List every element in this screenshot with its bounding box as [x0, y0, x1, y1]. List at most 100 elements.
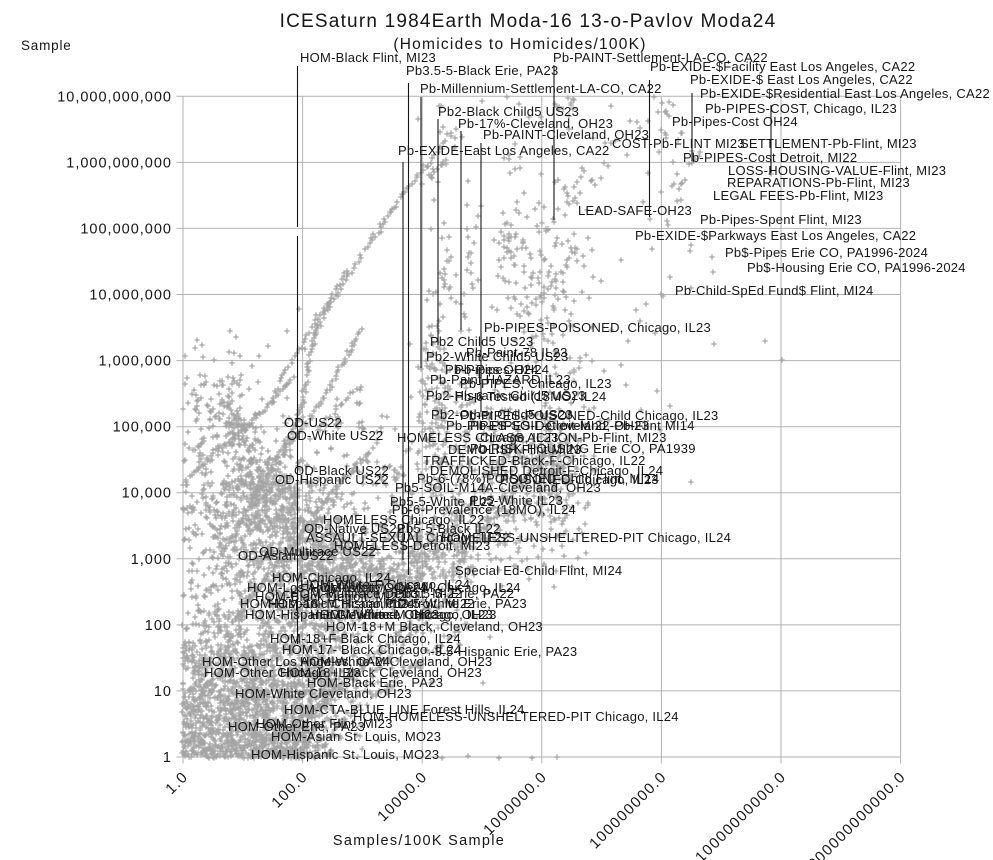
- svg-text:HOM-Other Los Angeles, CA24: HOM-Other Los Angeles, CA24: [202, 654, 390, 669]
- svg-text:COST-Pb-FLINT MI23: COST-Pb-FLINT MI23: [612, 136, 745, 151]
- svg-text:Pb-Pipes-Cost OH24: Pb-Pipes-Cost OH24: [672, 114, 798, 129]
- svg-text:HOM-Other Chicago, IL23: HOM-Other Chicago, IL23: [204, 665, 361, 680]
- svg-text:HOMELESS-Detroit, MI23: HOMELESS-Detroit, MI23: [334, 538, 491, 553]
- svg-text:Pb$-Pipes Erie CO, PA1996-2024: Pb$-Pipes Erie CO, PA1996-2024: [725, 245, 928, 260]
- svg-text:DEMOLISH Flint MI23: DEMOLISH Flint MI23: [448, 442, 581, 457]
- svg-text:Pb-PAINT-Settlement-LA-CO, CA2: Pb-PAINT-Settlement-LA-CO, CA22: [553, 50, 768, 65]
- svg-text:Pb3.5-White Erie, PA23: Pb3.5-White Erie, PA23: [385, 596, 527, 611]
- svg-text:HOM-CTA-BLUE LINE Forest Hills: HOM-CTA-BLUE LINE Forest Hills, IL24: [284, 702, 525, 717]
- svg-text:HOM-Black Erie, PA23: HOM-Black Erie, PA23: [307, 675, 443, 690]
- svg-text:OD-Hispanic US22: OD-Hispanic US22: [275, 472, 389, 487]
- svg-text:HOMELESS-UNSHELTERED-PIT Chica: HOMELESS-UNSHELTERED-PIT Chicago, IL24: [441, 530, 731, 545]
- svg-text:-3.5-Hispanic Erie, PA23: -3.5-Hispanic Erie, PA23: [430, 644, 577, 659]
- svg-text:SETTLEMENT-Pb-Flint, MI23: SETTLEMENT-Pb-Flint, MI23: [740, 136, 917, 151]
- svg-text:POISONED-Chicago, IL23: POISONED-Chicago, IL23: [500, 472, 659, 487]
- svg-text:Pb-6 Tested (18MO) IL24: Pb-6 Tested (18MO) IL24: [455, 389, 606, 404]
- svg-text:REPARATIONS-Pb-Flint, MI23: REPARATIONS-Pb-Flint, MI23: [727, 175, 910, 190]
- svg-text:Pb-PIPES-Detroit-MI22-Pb-Flint: Pb-PIPES-Detroit-MI22-Pb-Flint MI14: [470, 418, 695, 433]
- svg-text:HOM-Black Flint, MI23: HOM-Black Flint, MI23: [300, 50, 436, 65]
- svg-text:10,000,000,000: 10,000,000,000: [57, 89, 172, 105]
- svg-text:Pb-Paint HAZARD IL23: Pb-Paint HAZARD IL23: [430, 372, 571, 387]
- svg-text:Pb5-5-White IL22: Pb5-5-White IL22: [390, 494, 495, 509]
- svg-text:Pb$-Housing Erie CO, PA1996-20: Pb$-Housing Erie CO, PA1996-2024: [747, 260, 966, 275]
- svg-text:Pb-RISK-HOUSING Erie CO, PA193: Pb-RISK-HOUSING Erie CO, PA1939: [470, 441, 696, 456]
- svg-text:Pb5-White IL23: Pb5-White IL23: [470, 493, 563, 508]
- svg-text:Sample: Sample: [21, 38, 72, 53]
- svg-text:HOMELESS Chicago, IL23: HOMELESS Chicago, IL23: [397, 430, 559, 445]
- svg-text:Pb2-Black Child5 US23: Pb2-Black Child5 US23: [438, 104, 579, 119]
- svg-text:OD-Multirace US22: OD-Multirace US22: [259, 544, 376, 559]
- svg-text:10: 10: [154, 684, 172, 700]
- svg-text:HOM-18+ Black Cleveland, OH23: HOM-18+ Black Cleveland, OH23: [280, 665, 482, 680]
- svg-text:Pb2 Child5 US23: Pb2 Child5 US23: [430, 334, 533, 349]
- svg-text:Pb-Millennium-Settlement-LA-CO: Pb-Millennium-Settlement-LA-CO, CA22: [420, 81, 662, 96]
- svg-text:HOM-17- Black Chicago, IL24: HOM-17- Black Chicago, IL24: [282, 642, 461, 657]
- svg-text:Pb-EXIDE-East Los Angeles, CA2: Pb-EXIDE-East Los Angeles, CA22: [398, 143, 610, 158]
- svg-text:Pb-EXIDE-$Facility East Los An: Pb-EXIDE-$Facility East Los Angeles, CA2…: [650, 59, 915, 74]
- svg-text:Pb-PIPES-COST, Chicago, IL23: Pb-PIPES-COST, Chicago, IL23: [705, 101, 897, 116]
- svg-text:Pb-Pipes-OH24: Pb-Pipes-OH24: [455, 362, 549, 377]
- svg-text:Pb-PIPES-Cost Detroit, MI22: Pb-PIPES-Cost Detroit, MI22: [683, 150, 857, 165]
- svg-text:Special Ed-Child Flint, MI24: Special Ed-Child Flint, MI24: [455, 563, 622, 578]
- svg-text:HOM-Hispanic Chicago, IL24: HOM-Hispanic Chicago, IL24: [240, 596, 415, 611]
- svg-text:LEAD-SAFE-OH23: LEAD-SAFE-OH23: [578, 203, 692, 218]
- svg-text:Pb2-Other Child5 US23: Pb2-Other Child5 US23: [431, 407, 573, 422]
- svg-text:10,000,000: 10,000,000: [89, 288, 172, 304]
- svg-text:HOM-White/Other-M Chicago, IL2: HOM-White/Other-M Chicago, IL24: [310, 580, 521, 595]
- svg-text:Pb-Pipes-Spent Flint, MI23: Pb-Pipes-Spent Flint, MI23: [700, 212, 862, 227]
- svg-text:HOM-Other Erie, PA23: HOM-Other Erie, PA23: [228, 719, 365, 734]
- svg-text:HOM-HOMELESS-UNSHELTERED-PIT C: HOM-HOMELESS-UNSHELTERED-PIT Chicago, IL…: [353, 709, 679, 724]
- svg-text:Pb2-Hispanic Child5 US23: Pb2-Hispanic Child5 US23: [426, 388, 586, 403]
- svg-text:Pb5-5-Black IL22: Pb5-5-Black IL22: [397, 521, 501, 536]
- svg-text:Pb-PIPES-POISONED, Chicago, IL: Pb-PIPES-POISONED, Chicago, IL23: [484, 320, 711, 335]
- svg-text:(Homicides to Homicides/100K): (Homicides to Homicides/100K): [393, 36, 646, 53]
- svg-text:HOM-Asian St. Louis, MO23: HOM-Asian St. Louis, MO23: [271, 729, 441, 744]
- svg-text:Pb-PIPES, Chicago, IL23: Pb-PIPES, Chicago, IL23: [460, 376, 612, 391]
- svg-text:10,000: 10,000: [122, 486, 172, 502]
- svg-text:HOM-Hispanic Cleveland, OH23: HOM-Hispanic Cleveland, OH23: [245, 607, 439, 622]
- svg-text:Pb-PIPES-SOIL-Cleveland, OH23: Pb-PIPES-SOIL-Cleveland, OH23: [446, 418, 649, 433]
- svg-text:HOMELESS Chicago, IL22: HOMELESS Chicago, IL22: [323, 512, 485, 527]
- svg-text:LEGAL FEES-Pb-Flint, MI23: LEGAL FEES-Pb-Flint, MI23: [713, 188, 884, 203]
- svg-text:HOM-Black Detroit, MI22: HOM-Black Detroit, MI22: [255, 589, 405, 604]
- svg-text:LOSS-HOUSING-VALUE-Flint, MI23: LOSS-HOUSING-VALUE-Flint, MI23: [728, 163, 946, 178]
- svg-text:HOM-18+M Black, Cleveland, OH2: HOM-18+M Black, Cleveland, OH23: [326, 619, 543, 634]
- svg-text:OD-Black US22: OD-Black US22: [294, 463, 389, 478]
- svg-text:1,000,000: 1,000,000: [98, 354, 172, 370]
- svg-text:1: 1: [163, 750, 172, 766]
- svg-text:Pb-PAINT-Cleveland, OH23: Pb-PAINT-Cleveland, OH23: [483, 127, 649, 142]
- svg-text:1,000,000,000: 1,000,000,000: [66, 155, 172, 171]
- svg-text:HOM-Multirace Detroit, MI22: HOM-Multirace Detroit, MI22: [290, 586, 462, 601]
- svg-text:HOM-18+M Hispanic Detroit, MI2: HOM-18+M Hispanic Detroit, MI22: [268, 596, 475, 611]
- svg-text:HOM-Other Flint, MI23: HOM-Other Flint, MI23: [256, 716, 393, 731]
- svg-text:100,000: 100,000: [113, 420, 172, 436]
- svg-text:OD-Asian US22: OD-Asian US22: [238, 548, 334, 563]
- svg-text:HOM-18+F Black Chicago, IL24: HOM-18+F Black Chicago, IL24: [270, 631, 461, 646]
- svg-text:HOM-Multirace Chicago, OH23: HOM-Multirace Chicago, OH23: [310, 607, 497, 622]
- svg-text:Pb-Pipes OH24: Pb-Pipes OH24: [445, 362, 539, 377]
- svg-text:HOM-White-M Cleveland, OH23: HOM-White-M Cleveland, OH23: [300, 654, 492, 669]
- svg-text:Pb-PIPES-POISONED-Child Chicag: Pb-PIPES-POISONED-Child Chicago, IL23: [460, 408, 719, 423]
- svg-text:OD-Native US22: OD-Native US22: [304, 521, 404, 536]
- svg-text:OD-White US22: OD-White US22: [287, 428, 383, 443]
- svg-text:Pb3.5-5- Erie, PA22: Pb3.5-5- Erie, PA22: [395, 586, 514, 601]
- svg-text:Pb-EXIDE-$ East Los Angeles, C: Pb-EXIDE-$ East Los Angeles, CA22: [690, 72, 913, 87]
- svg-text:Pb-Paint-78 IL23: Pb-Paint-78 IL23: [466, 345, 568, 360]
- svg-text:Pb3.5-5-Black Erie, PA23: Pb3.5-5-Black Erie, PA23: [406, 63, 558, 78]
- svg-text:HOM-Hispanic St. Louis, MO23: HOM-Hispanic St. Louis, MO23: [251, 747, 439, 762]
- svg-text:Pb-EXIDE-$Residential East Los: Pb-EXIDE-$Residential East Los Angeles, …: [700, 86, 990, 101]
- svg-text:OD-US22: OD-US22: [284, 415, 342, 430]
- svg-text:1,000: 1,000: [131, 552, 172, 568]
- svg-text:Pb-EXIDE-$Parkways East Los An: Pb-EXIDE-$Parkways East Los Angeles, CA2…: [635, 228, 916, 243]
- svg-text:Pb5-SOIL-M14A-Cleveland, OH23: Pb5-SOIL-M14A-Cleveland, OH23: [395, 480, 601, 495]
- svg-text:HOM-White-M Chicago, IL23: HOM-White-M Chicago, IL23: [320, 607, 493, 622]
- svg-text:100,000,000: 100,000,000: [80, 221, 172, 237]
- svg-text:DEMOLISHED Detroit-F-Chicago,: DEMOLISHED Detroit-F-Chicago, IL24: [430, 463, 663, 478]
- svg-text:100: 100: [145, 618, 172, 634]
- svg-text:HOM-Los Angeles(city), CA24: HOM-Los Angeles(city), CA24: [247, 580, 427, 595]
- svg-text:Samples/100K Sample: Samples/100K Sample: [333, 833, 505, 849]
- svg-text:HOM-White Cleveland, OH23: HOM-White Cleveland, OH23: [235, 686, 412, 701]
- svg-text:Pb-6-Prevalence (18MO), IL24: Pb-6-Prevalence (18MO), IL24: [392, 502, 576, 517]
- svg-text:Pb-6-(78%)POISONED-Child Flint: Pb-6-(78%)POISONED-Child Flint, MI14: [417, 471, 659, 486]
- svg-text:HOM-White-F Chicago, IL24: HOM-White-F Chicago, IL24: [300, 577, 470, 592]
